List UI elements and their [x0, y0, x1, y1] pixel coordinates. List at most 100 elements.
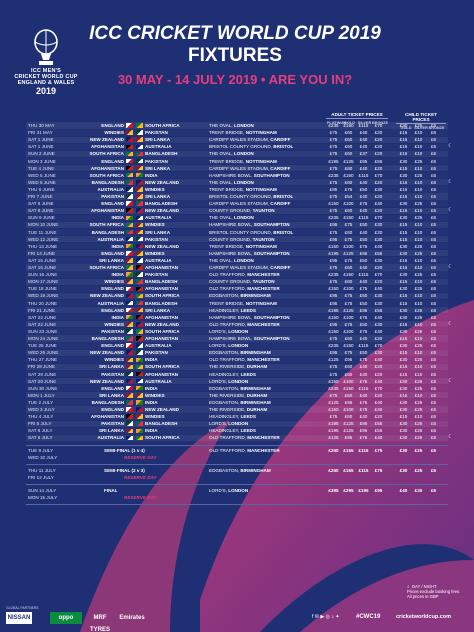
- child-price: £25: [414, 421, 423, 427]
- flag-away: [136, 236, 143, 242]
- fixture-row: SAT 29 JUNE NEW ZEALAND AUSTRALIA LORD'S, L…: [0, 378, 474, 385]
- venue-city: LONDON: [228, 378, 249, 384]
- venue-city: DURHAM: [246, 407, 268, 412]
- child-price: £30: [399, 215, 408, 221]
- team-home: ENGLAND: [101, 385, 124, 391]
- moon-icon: ☾: [448, 320, 453, 327]
- adult-price: £150: [343, 172, 354, 178]
- child-price: £30: [399, 467, 408, 473]
- fixture-date: MON 24 JUNE: [28, 336, 59, 341]
- adult-price: £50: [359, 186, 368, 192]
- row-background: [26, 335, 448, 342]
- fixture-venue: CARDIFF WALES STADIUM, CARDIFF: [209, 200, 290, 207]
- website-link[interactable]: cricketworldcup.com: [396, 614, 452, 620]
- team-home: WINDIES: [104, 130, 124, 136]
- flag-away: [136, 194, 143, 199]
- adult-price: £75: [359, 243, 368, 249]
- adult-price: £55: [374, 421, 383, 427]
- child-price: £25: [414, 201, 423, 207]
- fixture-date: THU 27 JUNE: [28, 357, 58, 363]
- fixture-venue: OLD TRAFFORD, MANCHESTER: [209, 356, 280, 363]
- fixture-date: SAT 22 JUNE: [28, 314, 57, 320]
- flag-away: [136, 165, 143, 171]
- adult-price: £37: [359, 151, 368, 157]
- child-price: £15: [399, 186, 408, 192]
- child-price: £6: [430, 165, 437, 171]
- flag-away: [136, 258, 143, 263]
- venue-name: HAMPSHIRE BOWL,: [209, 314, 253, 320]
- fixture-row: SAT 6 JULY AUSTRALIA SOUTH AFRICA OLD TRAFF…: [0, 434, 474, 442]
- page-title: ICC CRICKET WORLD CUP 2019 FIXTURES 30 M…: [80, 22, 390, 89]
- fixture-venue: THE RIVERSIDE, DURHAM: [209, 392, 267, 399]
- team-away: BANGLADESH: [145, 201, 178, 207]
- flag-away: [136, 243, 143, 249]
- flag-away: [136, 265, 143, 270]
- flag-home: [126, 123, 133, 128]
- social-icons[interactable]: f ✉ ▶ ◎ ♪ ✦: [312, 614, 340, 620]
- fixture-row: THU 4 JULY AFGHANISTAN WINDIES HEADINGLEY, …: [0, 413, 474, 420]
- adult-price: £115: [358, 467, 369, 473]
- venue-city: BIRMINGHAM: [240, 350, 271, 356]
- legend-daynight: DAY / NIGHT: [411, 584, 437, 589]
- flag-away: [136, 421, 143, 426]
- flag-home: [126, 400, 133, 405]
- child-price: £40: [399, 487, 408, 493]
- fixture-venue: HAMPSHIRE BOWL, SOUTHAMPTON: [209, 250, 290, 257]
- adult-price: £125: [343, 421, 354, 427]
- child-price: £10: [414, 321, 423, 327]
- venue-city: LEEDS: [240, 414, 256, 420]
- child-price: £15: [399, 194, 408, 199]
- adult-price: £115: [358, 215, 369, 221]
- adult-price: £75: [329, 165, 338, 171]
- flag-home: [126, 137, 133, 142]
- child-price: £25: [414, 123, 423, 128]
- fixture-row: TUE 25 JUNE ENGLAND AUSTRALIA LORD'S, LONDO…: [0, 342, 474, 349]
- flag-away: [136, 130, 143, 135]
- flag-home: [126, 236, 133, 242]
- adult-price: £75: [359, 399, 368, 405]
- adult-price: £100: [343, 243, 354, 249]
- child-price: £6: [430, 123, 437, 128]
- adult-price-header: ADULT TICKET PRICES PLATINUMGOLD SILVERBR…: [326, 112, 389, 125]
- team-home: AFGHANISTAN: [90, 208, 124, 214]
- team-away: WINDIES: [145, 392, 165, 398]
- venue-city: BIRMINGHAM: [240, 385, 271, 391]
- fixture-date: SAT 29 JUNE: [28, 371, 57, 377]
- child-price: £6: [430, 314, 437, 320]
- trophy-icon: [34, 29, 58, 65]
- venue-name: HEADINGLEY,: [209, 307, 240, 313]
- sponsor-oppo: oppo: [50, 612, 82, 624]
- fixture-date: SAT 15 JUNE: [28, 257, 57, 263]
- venue-name: THE RIVERSIDE,: [209, 392, 246, 398]
- moon-icon: ☾: [448, 207, 453, 214]
- sponsor-nissan: NISSAN: [6, 612, 32, 624]
- team-home: ENGLAND: [101, 123, 124, 128]
- hashtag: #CWC19: [356, 614, 381, 620]
- venue-city: LONDON: [233, 179, 254, 185]
- moon-icon: ☾: [407, 584, 411, 589]
- team-away: AFGHANISTAN: [145, 371, 179, 377]
- fixture-date: FRI 7 JUNE: [28, 194, 53, 199]
- fixture-row: WED 26 JUNE NEW ZEALAND PAKISTAN EDGBASTON,…: [0, 349, 474, 356]
- fixture-row: MON 3 JUNE ENGLAND PAKISTAN TRENT BRIDGE, N…: [0, 158, 474, 165]
- venue-city: CARDIFF: [270, 265, 291, 270]
- adult-price: £75: [344, 321, 353, 327]
- adult-price: £150: [328, 314, 339, 320]
- adult-price: £40: [359, 371, 368, 377]
- team-home: NEW ZEALAND: [90, 137, 124, 143]
- adult-price: £40: [374, 201, 383, 207]
- adult-price: £95: [374, 487, 383, 493]
- moon-icon: ☾: [448, 143, 453, 150]
- adult-price: £40: [359, 208, 368, 214]
- adult-price: £20: [374, 130, 383, 136]
- knockout-venue: LORD'S, LONDON: [209, 488, 248, 493]
- flag-away: [136, 336, 143, 341]
- adult-price: £115: [358, 343, 369, 349]
- fixture-date: MON 17 JUNE: [28, 279, 59, 285]
- flag-away: [136, 215, 143, 221]
- team-home: AFGHANISTAN: [90, 165, 124, 171]
- child-price: £15: [399, 208, 408, 214]
- team-home: SRI LANKA: [98, 428, 124, 434]
- fixture-row: WED 5 JUNE BANGLADESH NEW ZEALAND THE OVAL,…: [0, 179, 474, 186]
- team-home: BANGLADESH: [91, 229, 124, 235]
